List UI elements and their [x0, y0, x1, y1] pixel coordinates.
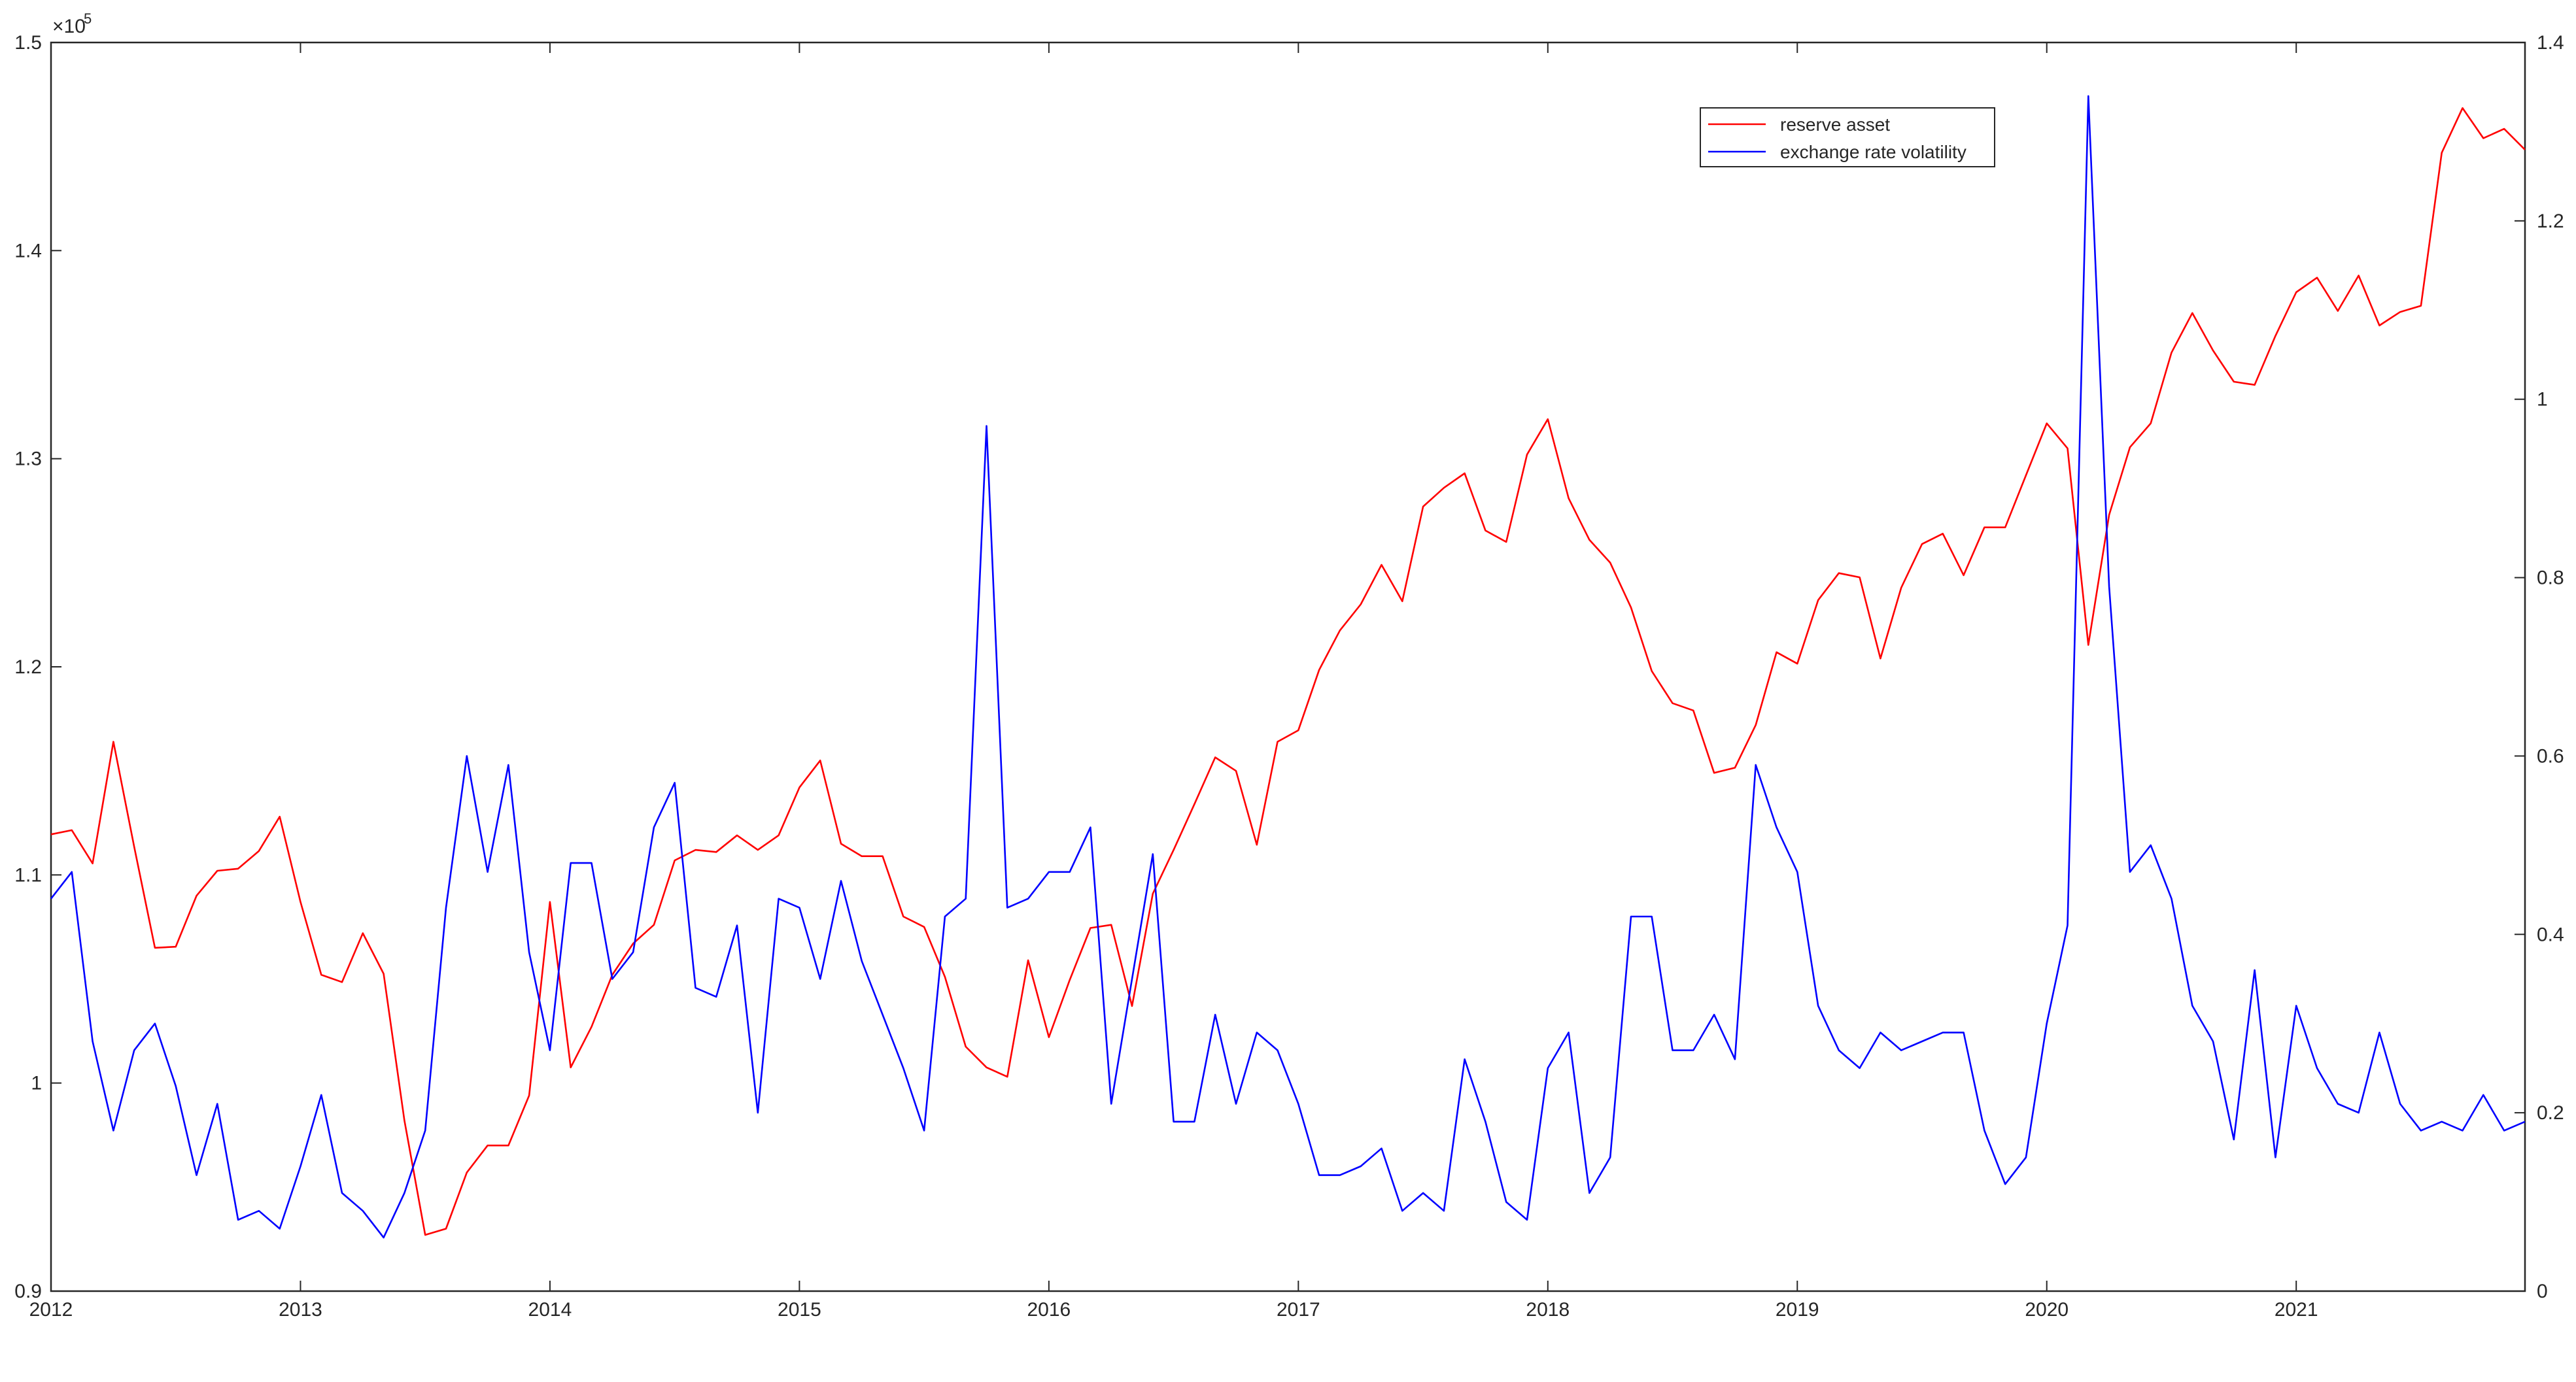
axes — [50, 41, 2526, 1292]
right-y-tick-label: 0.8 — [2537, 567, 2564, 589]
right-y-tick-label: 0.2 — [2537, 1102, 2564, 1124]
series-line-exchange-rate-volatility — [50, 95, 2526, 1239]
x-tick-label: 2013 — [279, 1299, 322, 1321]
y-exponent-power: 5 — [84, 10, 92, 27]
x-tick-label: 2020 — [2025, 1299, 2069, 1321]
left-y-tick-label: 1.4 — [14, 240, 42, 261]
legend-label-exchange-rate-volatility: exchange rate volatility — [1780, 142, 1966, 162]
left-y-tick-label: 0.9 — [14, 1281, 42, 1302]
series-layer — [50, 95, 2526, 1239]
right-y-tick-label: 1 — [2537, 389, 2548, 411]
legend-box — [1700, 107, 1995, 167]
legend-label-reserve-asset: reserve asset — [1780, 114, 1890, 135]
x-tick-label: 2021 — [2275, 1299, 2318, 1321]
y-exponent-base: ×10 — [52, 16, 86, 37]
left-y-tick-label: 1.1 — [14, 864, 42, 886]
x-tick-label: 2017 — [1277, 1299, 1320, 1321]
x-tick-label: 2014 — [528, 1299, 572, 1321]
right-y-tick-label: 1.2 — [2537, 211, 2564, 232]
tick-marks-and-labels: 2012 2013 2014 2015 2016 2017 2018 2019 2020 2021… — [14, 32, 2564, 1321]
right-y-tick-label: 1.4 — [2537, 32, 2564, 54]
right-y-tick-label: 0.4 — [2537, 924, 2564, 945]
left-y-tick-label: 1 — [31, 1073, 42, 1094]
x-tick-label: 2016 — [1027, 1299, 1071, 1321]
right-y-tick-label: 0.6 — [2537, 745, 2564, 767]
left-y-tick-label: 1.2 — [14, 656, 42, 678]
left-y-tick-label: 1.3 — [14, 448, 42, 470]
legend: reserve asset exchange rate volatility — [1700, 107, 1995, 167]
right-y-tick-label: 0 — [2537, 1281, 2548, 1302]
x-tick-label: 2012 — [29, 1299, 73, 1321]
y-axis-exponent-label: ×10 5 — [52, 10, 92, 37]
x-tick-label: 2018 — [1526, 1299, 1570, 1321]
x-tick-label: 2019 — [1776, 1299, 1819, 1321]
left-y-tick-label: 1.5 — [14, 32, 42, 54]
series-line-reserve-asset — [50, 107, 2526, 1236]
x-tick-label: 2015 — [778, 1299, 821, 1321]
plot-area-frame — [50, 41, 2526, 1292]
